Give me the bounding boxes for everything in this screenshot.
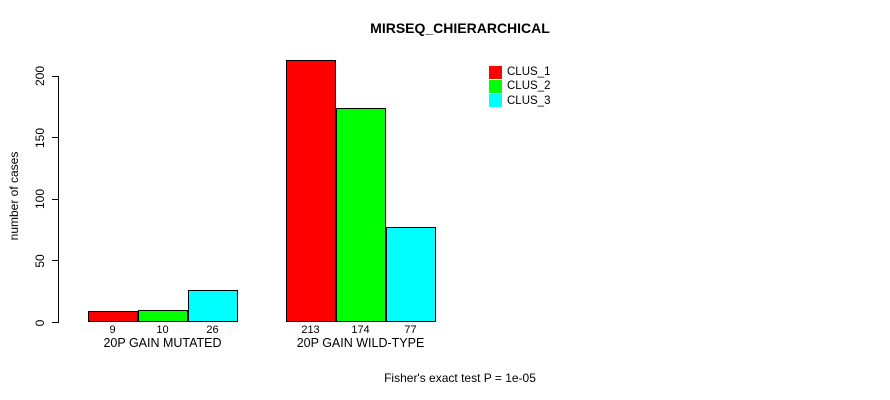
y-tick-label: 0: [33, 319, 47, 326]
legend-swatch-icon: [489, 79, 502, 93]
y-tick-label: 100: [33, 189, 47, 210]
x-category-label: 20P GAIN WILD-TYPE: [296, 336, 425, 350]
bar-value-label: 213: [301, 324, 320, 336]
bar-clus_1-2: [285, 60, 336, 322]
legend-swatch-icon: [489, 65, 502, 79]
bar-clus_1-1: [87, 311, 138, 322]
legend-swatch-icon: [489, 94, 502, 108]
legend: CLUS_1 CLUS_2 CLUS_3: [489, 65, 550, 108]
bar-clus_3-2: [385, 227, 436, 322]
bar-value-label: 10: [156, 324, 169, 336]
bar-clus_2-2: [335, 108, 386, 322]
bar-value-label: 77: [404, 324, 417, 336]
bar-value-label: 9: [109, 324, 116, 336]
bar-value-label: 174: [351, 324, 370, 336]
y-tick-label: 200: [33, 66, 47, 87]
chart-title: MIRSEQ_CHIERARCHICAL: [370, 20, 550, 36]
y-tick-mark: [52, 322, 58, 323]
y-tick-mark: [52, 75, 58, 77]
footnote-pvalue: Fisher's exact test P = 1e-05: [384, 371, 536, 385]
bar-clus_2-1: [137, 310, 188, 322]
bar-value-label: 26: [206, 324, 219, 336]
legend-label: CLUS_1: [507, 66, 551, 79]
y-tick-label: 150: [33, 127, 47, 148]
legend-item-clus_1: CLUS_1: [489, 65, 550, 79]
y-axis-line: [58, 75, 59, 323]
bar-clus_3-1: [187, 290, 238, 322]
y-tick-mark: [52, 260, 58, 262]
y-tick-label: 50: [33, 254, 47, 268]
legend-item-clus_2: CLUS_2: [489, 79, 550, 93]
legend-item-clus_3: CLUS_3: [489, 94, 550, 108]
x-category-label: 20P GAIN MUTATED: [103, 336, 222, 350]
legend-label: CLUS_3: [507, 94, 551, 107]
legend-label: CLUS_2: [507, 80, 551, 93]
y-tick-mark: [52, 137, 58, 139]
y-tick-mark: [52, 198, 58, 200]
